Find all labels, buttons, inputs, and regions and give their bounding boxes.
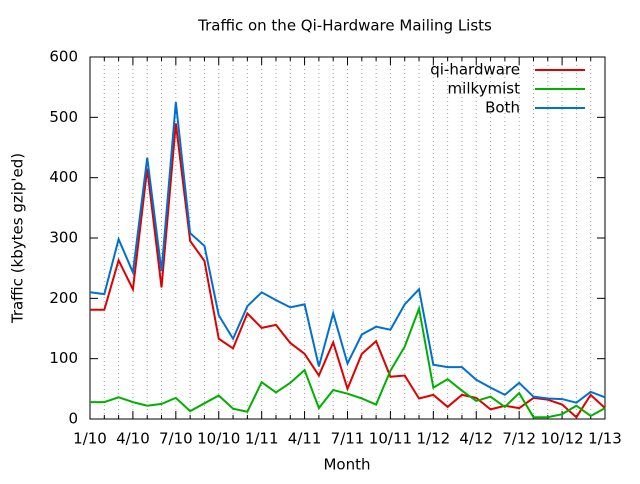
y-tick-label: 200 (49, 289, 78, 307)
x-tick-label: 7/11 (331, 430, 365, 448)
series-line (90, 304, 606, 419)
x-axis-label: Month (323, 456, 370, 474)
x-tick-label: 4/10 (116, 430, 150, 448)
x-tick-label: 4/12 (459, 430, 493, 448)
y-tick-label: 0 (68, 410, 78, 428)
series-line (90, 123, 606, 419)
legend-label: milkymist (448, 80, 521, 98)
x-tick-label: 1/13 (588, 430, 622, 448)
y-axis-label: Traffic (kbytes gzip'ed) (9, 153, 27, 324)
y-tick-label: 400 (49, 168, 78, 186)
chart-title: Traffic on the Qi-Hardware Mailing Lists (197, 17, 492, 35)
y-tick-label: 500 (49, 108, 78, 126)
x-tick-label: 10/12 (540, 430, 583, 448)
plot-border (89, 56, 606, 420)
y-tick-label: 600 (49, 48, 78, 66)
legend-label: qi-hardware (430, 61, 520, 79)
legend-label: Both (485, 99, 520, 117)
x-tick-label: 1/10 (73, 430, 107, 448)
x-tick-label: 1/11 (245, 430, 279, 448)
x-tick-label: 1/12 (416, 430, 450, 448)
x-tick-label: 7/10 (159, 430, 193, 448)
x-tick-label: 4/11 (288, 430, 322, 448)
series-line (89, 102, 606, 404)
x-tick-label: 10/11 (369, 430, 412, 448)
y-tick-label: 300 (49, 229, 78, 247)
x-tick-label: 7/12 (502, 430, 536, 448)
x-tick-label: 10/10 (197, 430, 240, 448)
y-tick-label: 100 (49, 349, 78, 367)
